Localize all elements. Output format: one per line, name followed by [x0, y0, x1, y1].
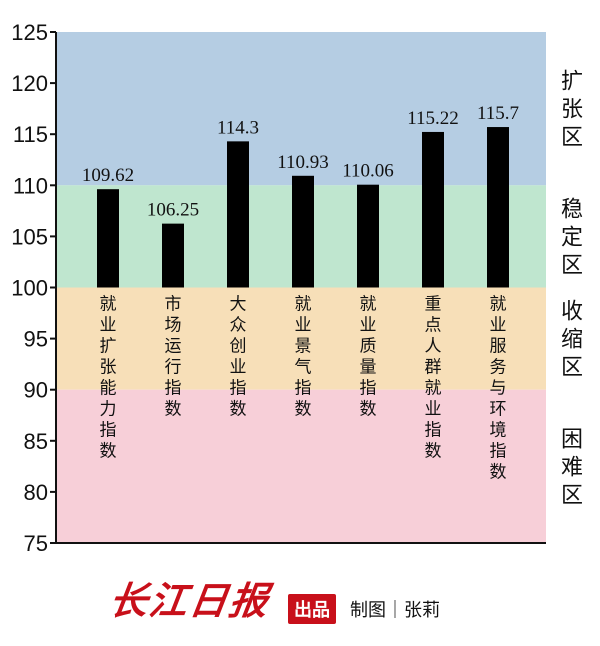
bar-4	[292, 175, 314, 288]
category-label-1: 就业扩张能力指数	[100, 295, 117, 462]
y-tick-label: 105	[11, 224, 48, 249]
bar-chart: 75 80 85 90 95 100 105 110 115 120 125 109.62 106.2…	[11, 20, 583, 556]
category-label-7: 就业服务与环境指数	[490, 295, 507, 483]
zone-band-1	[56, 32, 546, 186]
y-axis: 75 80 85 90 95 100 105 110 115 120 125	[11, 20, 56, 556]
y-tick-label: 95	[24, 327, 48, 352]
value-labels: 109.62 106.25 114.3 110.93 110.06 115.22 115.7	[82, 103, 519, 221]
newspaper-logo: 长江日报	[106, 578, 273, 623]
category-label-4: 就业景气指数	[295, 295, 312, 420]
value-label-3: 114.3	[217, 117, 259, 138]
zone-label-4: 困难区	[561, 427, 583, 508]
category-label-5: 就业质量指数	[360, 295, 377, 420]
footer: 长江日报 出品 制图｜张莉	[0, 560, 600, 640]
zone-band-4	[56, 389, 546, 543]
y-tick-label: 115	[13, 122, 48, 147]
y-tick-label: 120	[11, 71, 48, 96]
category-labels: 就业扩张能力指数 市场运行指数 大众创业指数 就业景气指数 就业质量指数 重点人群就业指数…	[100, 295, 507, 483]
y-tick-label: 100	[11, 276, 48, 301]
value-label-2: 106.25	[147, 200, 199, 221]
y-tick-label: 110	[13, 173, 48, 198]
category-label-6: 重点人群就业指数	[425, 295, 442, 462]
value-label-6: 115.22	[407, 108, 459, 129]
bars	[97, 127, 509, 288]
zone-label-2: 稳定区	[561, 197, 583, 278]
zone-label-1: 扩张区	[561, 70, 583, 151]
y-tick-label: 90	[24, 378, 48, 403]
value-label-4: 110.93	[277, 152, 329, 173]
y-tick-label: 80	[24, 480, 48, 505]
value-label-5: 110.06	[342, 161, 394, 182]
zone-label-3: 收缩区	[561, 300, 583, 381]
publisher-badge: 出品	[288, 594, 336, 624]
bar-6	[422, 131, 444, 288]
bar-1	[97, 189, 119, 288]
zone-band-3	[56, 287, 546, 390]
bar-7	[487, 127, 509, 288]
value-label-1: 109.62	[82, 165, 134, 186]
category-label-2: 市场运行指数	[165, 295, 182, 420]
y-tick-label: 75	[24, 531, 48, 556]
category-label-3: 大众创业指数	[230, 295, 247, 420]
bar-2	[162, 223, 184, 288]
y-tick-label: 125	[11, 20, 48, 45]
bar-5	[357, 184, 379, 288]
value-label-7: 115.7	[477, 103, 519, 124]
y-tick-label: 85	[24, 429, 48, 454]
bar-3	[227, 141, 249, 288]
credit-text: 制图｜张莉	[350, 600, 440, 621]
